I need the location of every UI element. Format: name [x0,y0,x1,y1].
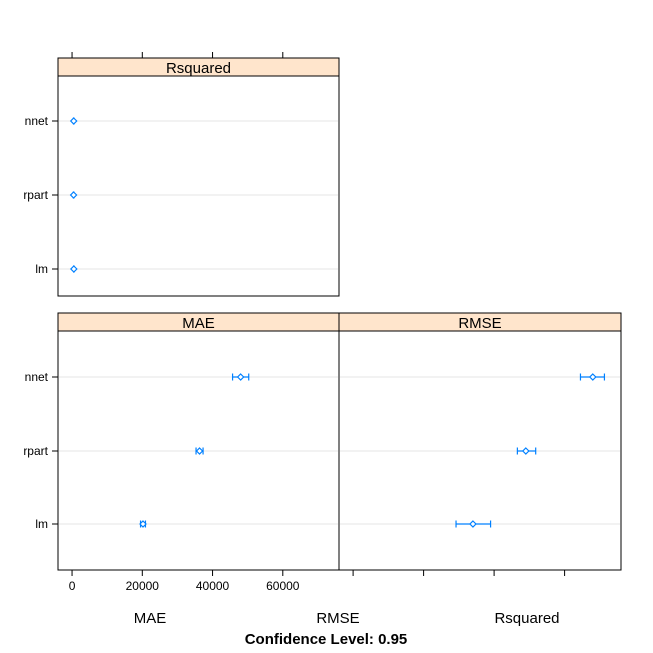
point-rpart [195,447,204,455]
confidence-level-label: Confidence Level: 0.95 [245,631,408,648]
point-nnet [588,373,597,381]
panel-strip-label: RMSE [458,315,501,332]
category-label-lm: lm [35,517,48,531]
x-tick-label: 20000 [126,579,160,593]
point-lm [139,520,147,528]
point-lm [469,520,477,528]
panel-mae: MAE [57,312,340,571]
panel-rmse: RMSE [338,312,622,571]
panel-frame [338,330,622,571]
point-nnet [236,373,245,381]
panel-strip-label: MAE [182,315,215,332]
category-label-rpart: rpart [23,188,48,202]
category-label-nnet: nnet [25,370,49,384]
x-tick-label: 60000 [266,579,300,593]
bottom-label-mae: MAE [134,610,167,627]
point-rpart [69,191,78,199]
point-lm [69,265,78,273]
category-label-nnet: nnet [25,114,49,128]
panel-rsquared: Rsquared [57,57,340,297]
bottom-label-rsquared: Rsquared [494,610,559,627]
x-tick-label: 40000 [196,579,230,593]
x-tick-label: 0 [69,579,76,593]
panel-frame [57,75,340,297]
point-rpart [521,447,530,455]
point-nnet [69,117,78,125]
category-label-rpart: rpart [23,444,48,458]
bottom-label-rmse: RMSE [316,610,359,627]
panel-strip-label: Rsquared [166,60,231,77]
category-label-lm: lm [35,262,48,276]
